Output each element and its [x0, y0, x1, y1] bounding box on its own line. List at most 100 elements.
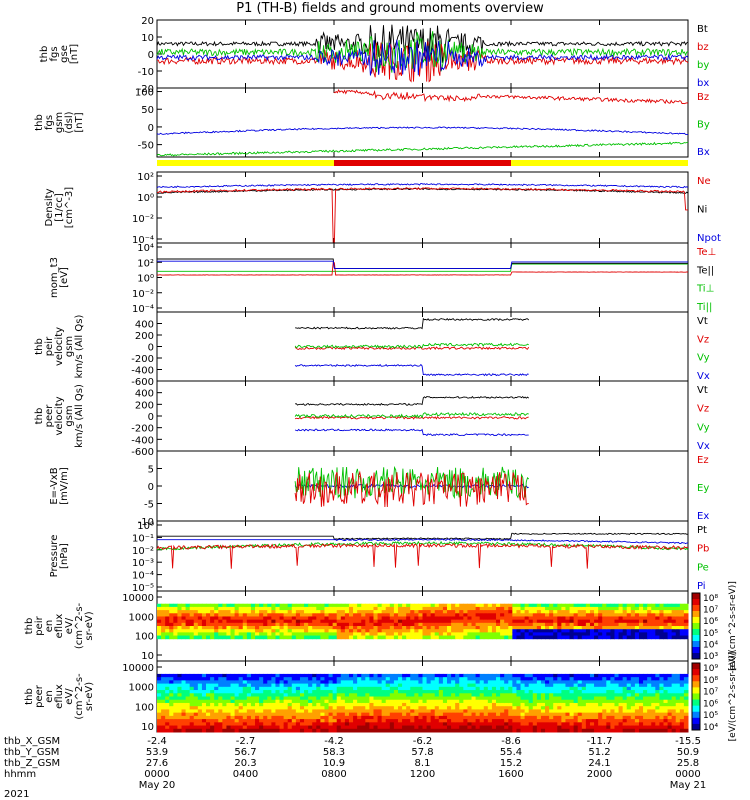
y-axis-label: gsm — [64, 336, 75, 357]
y-axis-label: velocity — [54, 327, 65, 366]
x-axis-value: 27.6 — [146, 758, 168, 769]
y-axis-label: gse — [59, 45, 70, 63]
panel-fgs_gse: thb fgs gse [nT] 20 10 0 -10 -20 Bt bz by bx — [39, 16, 709, 95]
colorbar-tick-label: 10⁶ — [703, 617, 718, 627]
y-axis-label: fgs — [49, 46, 60, 61]
x-axis-value: -15.5 — [675, 736, 701, 747]
legend-entry: Ey — [697, 483, 709, 494]
y-tick-label: 0 — [148, 343, 154, 354]
x-axis-value: 55.4 — [500, 747, 522, 758]
series-line-Ez — [294, 470, 529, 508]
y-tick-label: 10000 — [122, 663, 154, 674]
colorbar-tick-label: 10³ — [703, 652, 718, 662]
y-tick-label: 400 — [135, 389, 154, 400]
y-axis-label: velocity — [54, 396, 65, 435]
y-tick-label: 10⁻² — [132, 546, 154, 557]
y-axis-label: thb — [24, 688, 35, 705]
quality-bar — [157, 160, 688, 166]
series-line-Pi — [157, 538, 689, 545]
y-axis-label: [mV/m] — [59, 467, 70, 505]
colorbar-swatch — [692, 699, 700, 707]
quality-bar-segment — [511, 160, 688, 166]
y-tick-label: 200 — [135, 331, 154, 342]
y-axis-label: thb — [34, 408, 45, 425]
x-axis-row-label: thb_X_GSM — [4, 736, 60, 747]
x-axis-value: 15.2 — [500, 758, 522, 769]
panel-peir_spec: thb peir en eflux eV/(cm^2-s-sr-eV) 10000 1000… — [24, 581, 738, 671]
legend-entry: Ti⊥ — [696, 284, 714, 295]
y-tick-label: -400 — [131, 435, 154, 446]
series-line-bx — [156, 39, 689, 76]
colorbar-swatch — [692, 653, 700, 660]
y-tick-label: 200 — [135, 400, 154, 411]
x-axis-value: 1600 — [498, 769, 523, 780]
series-line-Pe — [156, 540, 689, 551]
y-tick-label: 10⁰ — [137, 193, 154, 204]
y-tick-label: 10⁻⁵ — [132, 583, 154, 594]
y-tick-label: 10⁰ — [137, 274, 154, 285]
legend-entry: Vx — [697, 441, 710, 452]
y-axis-label: peir — [44, 336, 55, 356]
legend-entry: Pt — [697, 525, 707, 536]
y-axis-label: Density — [44, 188, 55, 226]
colorbar-swatch — [692, 641, 700, 648]
y-tick-label: -20 — [138, 84, 154, 95]
y-axis-label: thb — [34, 114, 45, 131]
y-axis-label: (cm^2-s- — [74, 602, 85, 649]
y-axis-label: peer — [44, 404, 55, 428]
x-axis-row-label: thb_Z_GSM — [4, 758, 60, 769]
colorbar-label: [eV/(cm^2-s-sr-eV)] — [728, 581, 738, 671]
x-axis-value: 24.1 — [588, 758, 610, 769]
colorbar-swatch — [692, 711, 700, 719]
y-axis-label: sr-eV) — [84, 611, 95, 640]
y-tick-label: -200 — [131, 354, 154, 365]
x-axis-row-label: hhmm — [4, 769, 36, 780]
x-axis-value: -2.4 — [147, 736, 167, 747]
y-tick-label: 0 — [148, 412, 154, 423]
colorbar-tick-label: 10⁷ — [703, 688, 718, 698]
legend-entry: Ez — [697, 455, 709, 466]
colorbar-swatch — [692, 599, 700, 606]
legend-entry: Vy — [697, 353, 710, 364]
colorbar-swatch — [692, 617, 700, 624]
y-tick-label: 10⁴ — [137, 243, 154, 254]
x-axis-value: -4.2 — [324, 736, 344, 747]
series-line-By — [156, 141, 689, 157]
spectrogram-cells — [157, 603, 689, 640]
date-start: May 20 — [139, 780, 176, 791]
y-tick-label: 10⁻² — [132, 289, 154, 300]
x-axis-value: -11.7 — [587, 736, 613, 747]
series-line-Npot — [156, 183, 689, 189]
panel-fgs_gsm: thb fgs gsm (dsl) [nT] 100 50 0 -50 Bz By Bx — [34, 87, 710, 158]
figure-title: P1 (TH-B) fields and ground moments over… — [236, 1, 544, 16]
series-line-Pt — [157, 532, 689, 540]
y-axis-label: gsm — [54, 112, 65, 133]
colorbar-tick-label: 10⁵ — [703, 629, 718, 639]
legend-entry: Ni — [697, 205, 707, 216]
y-axis-label: [nPa] — [59, 543, 70, 569]
x-axis-row-label: thb_Y_GSM — [4, 747, 59, 758]
colorbar-swatch — [692, 623, 700, 630]
colorbar-swatch — [692, 693, 700, 701]
y-axis-label: eV/ — [64, 617, 75, 634]
colorbar-swatch — [692, 593, 700, 600]
x-axis-value: 0400 — [233, 769, 258, 780]
series-line-by — [156, 31, 689, 73]
colorbar-tick-label: 10⁵ — [703, 711, 718, 721]
y-axis-label: en — [44, 620, 55, 633]
y-axis-label: thb — [24, 618, 35, 635]
series-line-Pb — [156, 542, 689, 569]
series-line-Vx — [294, 363, 529, 377]
colorbar-swatch — [692, 605, 700, 612]
y-tick-label: 400 — [135, 320, 154, 331]
colorbar-tick-label: 10⁹ — [703, 664, 718, 674]
colorbar-swatch — [692, 663, 700, 670]
series-line-Ti-par — [157, 263, 688, 272]
y-axis-label: (cm^2-s- — [74, 673, 85, 720]
legend-entry: Te⊥ — [696, 247, 716, 258]
colorbar-swatch — [692, 611, 700, 618]
series-line-Te-par — [157, 258, 688, 269]
series-line-Vt — [295, 395, 529, 406]
